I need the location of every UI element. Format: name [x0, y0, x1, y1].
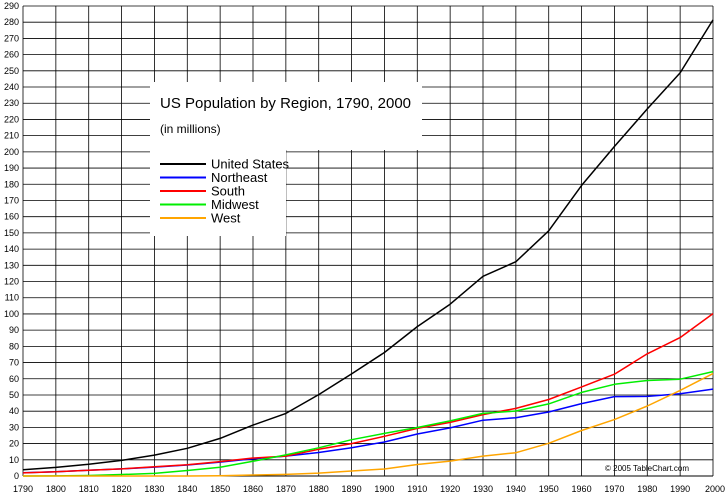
x-tick-label: 2000 — [705, 484, 725, 494]
y-tick-label: 20 — [9, 439, 19, 449]
y-tick-label: 210 — [4, 131, 19, 141]
x-tick-label: 1940 — [506, 484, 526, 494]
x-tick-label: 1810 — [79, 484, 99, 494]
x-tick-label: 1970 — [604, 484, 624, 494]
copyright-text: © 2005 TableChart.com — [605, 464, 689, 473]
x-tick-label: 1910 — [407, 484, 427, 494]
y-tick-label: 120 — [4, 277, 19, 287]
y-tick-label: 0 — [14, 471, 19, 481]
y-tick-label: 100 — [4, 309, 19, 319]
y-tick-label: 220 — [4, 114, 19, 124]
x-tick-label: 1950 — [539, 484, 559, 494]
y-tick-label: 270 — [4, 33, 19, 43]
x-tick-label: 1840 — [177, 484, 197, 494]
x-tick-label: 1830 — [144, 484, 164, 494]
y-tick-label: 160 — [4, 212, 19, 222]
x-tick-label: 1980 — [637, 484, 657, 494]
y-tick-label: 180 — [4, 179, 19, 189]
x-tick-label: 1930 — [473, 484, 493, 494]
chart-subtitle: (in millions) — [160, 122, 221, 136]
y-tick-label: 30 — [9, 422, 19, 432]
legend-label: Midwest — [211, 197, 259, 212]
x-tick-label: 1790 — [13, 484, 33, 494]
series-line-united-states — [22, 19, 714, 471]
y-tick-label: 90 — [9, 325, 19, 335]
x-tick-label: 1890 — [342, 484, 362, 494]
y-tick-label: 130 — [4, 260, 19, 270]
legend-label: Northeast — [211, 170, 268, 185]
x-tick-label: 1990 — [670, 484, 690, 494]
x-tick-label: 1960 — [572, 484, 592, 494]
y-tick-label: 40 — [9, 406, 19, 416]
x-axis-ticks: 1790 1800 1810 1820 1830 1840 1850 1860 1870 1880… — [13, 484, 725, 494]
grid — [22, 5, 714, 477]
x-tick-label: 1860 — [243, 484, 263, 494]
y-tick-label: 190 — [4, 163, 19, 173]
y-tick-label: 110 — [5, 293, 19, 303]
series-line-midwest — [22, 370, 714, 477]
y-tick-label: 60 — [9, 374, 19, 384]
title-box-wide — [150, 82, 422, 150]
y-tick-label: 280 — [4, 17, 19, 27]
y-tick-label: 240 — [4, 82, 19, 92]
x-tick-label: 1880 — [309, 484, 329, 494]
y-tick-label: 140 — [4, 244, 19, 254]
series-group — [22, 19, 714, 477]
y-tick-label: 70 — [9, 358, 19, 368]
y-tick-label: 230 — [4, 98, 19, 108]
y-tick-label: 80 — [9, 341, 19, 351]
x-tick-label: 1870 — [276, 484, 296, 494]
y-tick-label: 10 — [9, 455, 19, 465]
y-tick-label: 250 — [4, 66, 19, 76]
legend-label: South — [211, 184, 245, 199]
x-tick-label: 1920 — [440, 484, 460, 494]
y-tick-label: 260 — [4, 50, 19, 60]
y-tick-label: 170 — [4, 195, 19, 205]
y-tick-label: 150 — [4, 228, 19, 238]
series-line-west — [23, 372, 714, 477]
y-tick-label: 200 — [4, 147, 19, 157]
x-tick-label: 1820 — [112, 484, 132, 494]
x-tick-label: 1800 — [46, 484, 66, 494]
legend-label: West — [211, 211, 241, 226]
series-line-south — [22, 312, 714, 474]
y-tick-label: 290 — [4, 1, 19, 11]
legend-label: United States — [211, 157, 290, 172]
y-axis-ticks: 0 10 20 30 40 50 60 70 80 90 100 110 120 130 140 150 160… — [4, 1, 19, 481]
chart-title-box: US Population by Region, 1790, 2000 (in … — [150, 82, 422, 236]
chart-title: US Population by Region, 1790, 2000 — [160, 95, 411, 112]
y-tick-label: 50 — [9, 390, 19, 400]
x-tick-label: 1850 — [210, 484, 230, 494]
x-tick-label: 1900 — [374, 484, 394, 494]
